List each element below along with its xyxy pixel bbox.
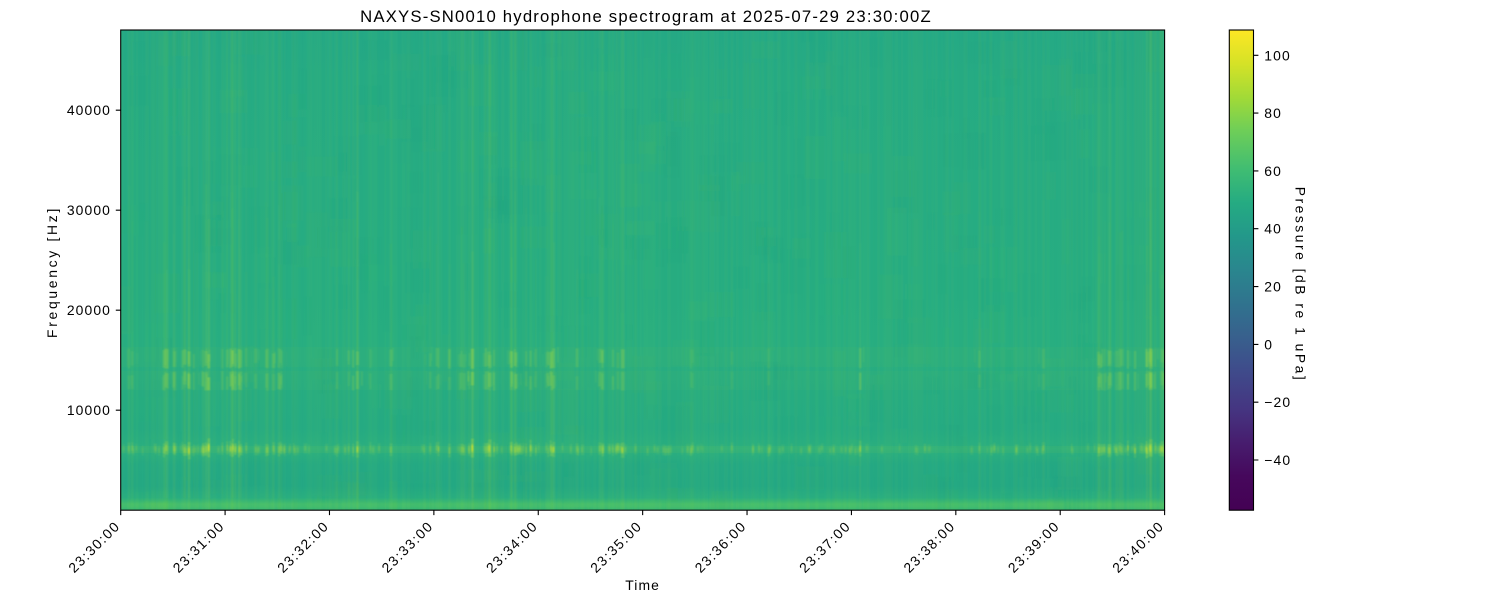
svg-text:23:32:00: 23:32:00: [274, 518, 332, 576]
svg-text:23:31:00: 23:31:00: [169, 518, 227, 576]
svg-text:−40: −40: [1264, 452, 1291, 468]
svg-text:23:36:00: 23:36:00: [691, 518, 749, 576]
svg-text:−20: −20: [1264, 394, 1291, 410]
svg-text:0: 0: [1264, 336, 1273, 352]
svg-text:40: 40: [1264, 221, 1282, 237]
svg-text:30000: 30000: [67, 202, 111, 218]
svg-text:Frequency [Hz]: Frequency [Hz]: [44, 206, 60, 338]
svg-text:100: 100: [1264, 47, 1290, 63]
svg-text:40000: 40000: [67, 102, 111, 118]
svg-text:23:35:00: 23:35:00: [587, 518, 645, 576]
svg-text:NAXYS-SN0010 hydrophone spectr: NAXYS-SN0010 hydrophone spectrogram at 2…: [360, 7, 932, 26]
svg-text:23:34:00: 23:34:00: [483, 518, 541, 576]
svg-text:23:38:00: 23:38:00: [900, 518, 958, 576]
svg-text:Pressure [dB re 1 uPa]: Pressure [dB re 1 uPa]: [1293, 187, 1309, 383]
svg-text:23:40:00: 23:40:00: [1109, 518, 1167, 576]
svg-text:60: 60: [1264, 163, 1282, 179]
svg-text:20000: 20000: [67, 302, 111, 318]
svg-text:23:37:00: 23:37:00: [796, 518, 854, 576]
svg-text:20: 20: [1264, 279, 1282, 295]
svg-text:23:30:00: 23:30:00: [65, 518, 123, 576]
svg-text:10000: 10000: [67, 402, 111, 418]
svg-text:23:39:00: 23:39:00: [1005, 518, 1063, 576]
svg-text:80: 80: [1264, 105, 1282, 121]
svg-text:Time: Time: [625, 577, 660, 593]
svg-text:23:33:00: 23:33:00: [378, 518, 436, 576]
